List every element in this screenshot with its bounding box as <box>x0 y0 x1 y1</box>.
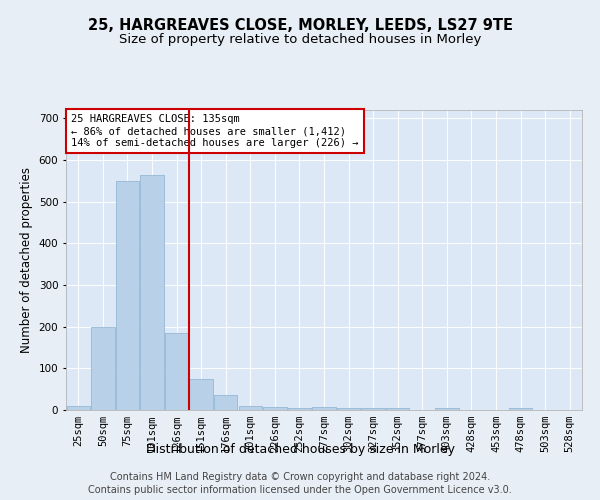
Bar <box>239 406 262 410</box>
Bar <box>337 408 360 410</box>
Bar <box>509 408 532 410</box>
Bar <box>288 408 311 410</box>
Bar <box>214 396 238 410</box>
Text: Contains public sector information licensed under the Open Government Licence v3: Contains public sector information licen… <box>88 485 512 495</box>
Y-axis label: Number of detached properties: Number of detached properties <box>20 167 33 353</box>
Text: 25, HARGREAVES CLOSE, MORLEY, LEEDS, LS27 9TE: 25, HARGREAVES CLOSE, MORLEY, LEEDS, LS2… <box>88 18 512 32</box>
Bar <box>386 408 409 410</box>
Bar <box>435 408 458 410</box>
Text: Size of property relative to detached houses in Morley: Size of property relative to detached ho… <box>119 32 481 46</box>
Bar <box>165 333 188 410</box>
Bar <box>263 406 287 410</box>
Bar <box>361 408 385 410</box>
Bar <box>67 406 90 410</box>
Text: Distribution of detached houses by size in Morley: Distribution of detached houses by size … <box>146 442 455 456</box>
Text: 25 HARGREAVES CLOSE: 135sqm
← 86% of detached houses are smaller (1,412)
14% of : 25 HARGREAVES CLOSE: 135sqm ← 86% of det… <box>71 114 359 148</box>
Bar <box>313 406 335 410</box>
Bar <box>116 181 139 410</box>
Text: Contains HM Land Registry data © Crown copyright and database right 2024.: Contains HM Land Registry data © Crown c… <box>110 472 490 482</box>
Bar <box>140 174 164 410</box>
Bar <box>190 379 213 410</box>
Bar <box>91 326 115 410</box>
